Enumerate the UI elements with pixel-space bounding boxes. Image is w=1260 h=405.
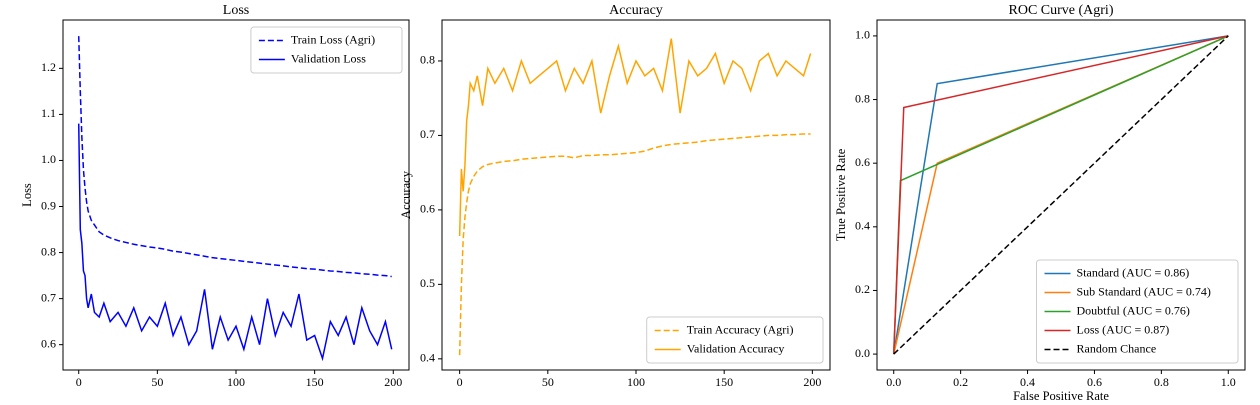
y-tick-label: 0.2 (855, 282, 870, 296)
y-tick-label: 0.8 (41, 244, 56, 258)
data-line (892, 35, 1229, 355)
plot-frame (441, 19, 831, 371)
legend-label: Random Chance (1077, 341, 1157, 355)
x-tick-label: 1.0 (1221, 375, 1236, 389)
x-tick-label: 0.6 (1087, 375, 1102, 389)
legend-label: Doubtful (AUC = 0.76) (1077, 303, 1190, 317)
x-tick-label: 150 (306, 375, 324, 389)
y-tick-label: 1.1 (41, 106, 56, 120)
x-tick-label: 0.8 (1154, 375, 1169, 389)
x-tick-label: 100 (227, 375, 245, 389)
y-axis-label: Loss (20, 183, 34, 207)
legend-label: Validation Accuracy (687, 341, 785, 355)
chart-title: ROC Curve (Agri) (1009, 3, 1114, 18)
y-tick-label: 0.0 (855, 346, 870, 360)
data-line (458, 133, 811, 356)
x-tick-label: 0.2 (953, 375, 968, 389)
y-tick-label: 0.7 (41, 290, 56, 304)
x-tick-label: 0 (76, 375, 82, 389)
legend-label: Validation Loss (291, 51, 366, 65)
x-tick-label: 50 (151, 375, 163, 389)
legend-box (646, 316, 824, 364)
x-tick-label: 0.0 (886, 375, 901, 389)
data-line (893, 35, 1229, 355)
data-line (77, 123, 393, 362)
legend-box (1036, 259, 1239, 364)
y-tick-label: 0.5 (420, 276, 435, 290)
data-line (458, 38, 812, 236)
x-tick-label: 200 (803, 375, 821, 389)
x-tick-label: 0 (457, 375, 463, 389)
plot-frame (62, 19, 410, 371)
y-tick-label: 0.8 (855, 91, 870, 105)
y-axis-label: Accuracy (399, 170, 413, 219)
y-tick-label: 0.9 (41, 198, 56, 212)
legend-label: Sub Standard (AUC = 0.74) (1077, 284, 1211, 298)
x-tick-label: 150 (715, 375, 733, 389)
y-tick-label: 0.6 (41, 336, 56, 350)
y-tick-label: 1.2 (41, 60, 56, 74)
legend-box (250, 26, 403, 74)
y-tick-label: 1.0 (41, 152, 56, 166)
legend-label: Train Accuracy (Agri) (687, 322, 794, 336)
y-tick-label: 0.8 (420, 53, 435, 67)
data-line (892, 35, 1229, 355)
y-tick-label: 0.6 (420, 202, 435, 216)
chart-title: Accuracy (609, 3, 663, 18)
x-tick-label: 50 (542, 375, 554, 389)
y-tick-label: 0.4 (855, 219, 870, 233)
x-tick-label: 0.4 (1020, 375, 1035, 389)
plot-frame (876, 19, 1246, 371)
y-tick-label: 0.6 (855, 155, 870, 169)
y-tick-label: 1.0 (855, 28, 870, 42)
legend-label: Train Loss (Agri) (291, 32, 375, 46)
y-tick-label: 0.7 (420, 127, 435, 141)
legend-label: Loss (AUC = 0.87) (1077, 322, 1170, 336)
chart-title: Loss (223, 3, 249, 18)
x-axis-label: False Positive Rate (1013, 389, 1109, 403)
y-tick-label: 0.4 (420, 351, 435, 365)
legend-label: Standard (AUC = 0.86) (1077, 265, 1190, 279)
data-line (77, 36, 392, 278)
y-axis-label: True Positive Rate (834, 148, 848, 241)
x-tick-label: 100 (627, 375, 645, 389)
x-tick-label: 200 (384, 375, 402, 389)
